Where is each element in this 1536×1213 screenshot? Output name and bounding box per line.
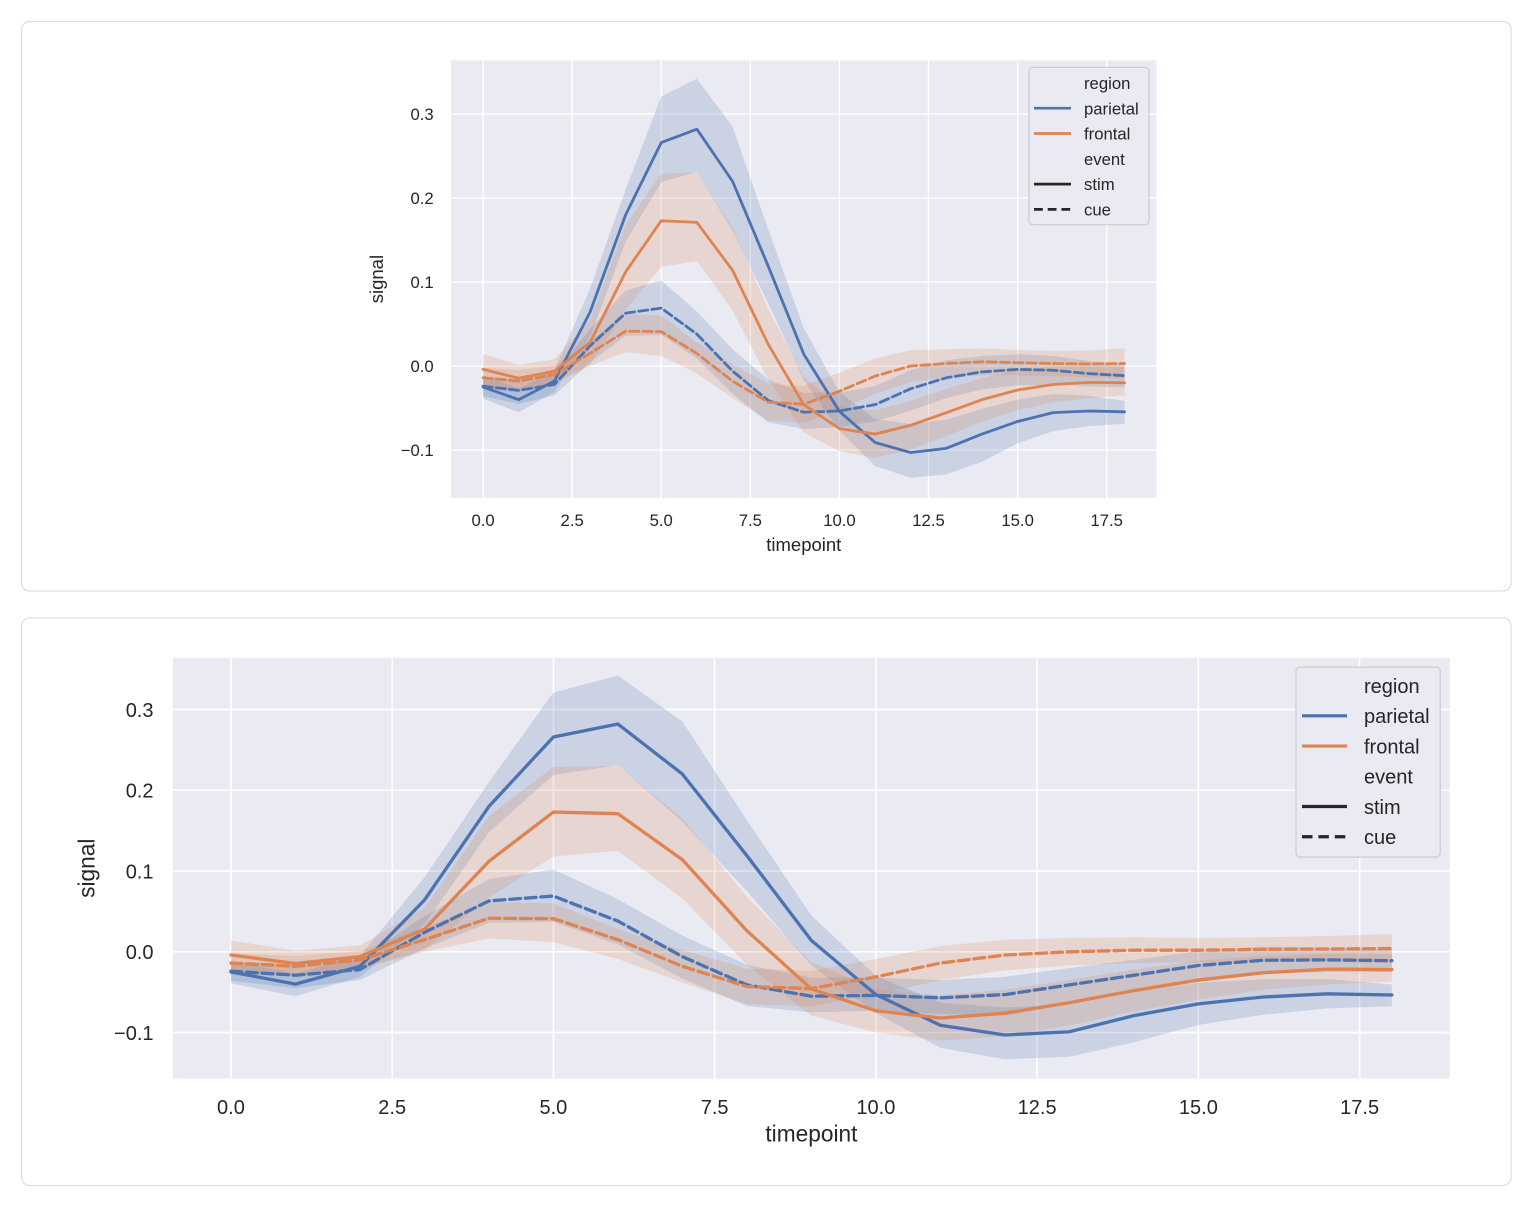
svg-text:0.0: 0.0	[471, 511, 494, 530]
svg-text:cue: cue	[1084, 201, 1111, 220]
svg-text:2.5: 2.5	[561, 511, 584, 530]
svg-text:region: region	[1084, 74, 1130, 93]
svg-text:frontal: frontal	[1084, 125, 1130, 144]
svg-text:frontal: frontal	[1364, 736, 1420, 758]
svg-text:region: region	[1364, 676, 1420, 698]
svg-text:timepoint: timepoint	[766, 534, 841, 555]
svg-text:10.0: 10.0	[856, 1097, 895, 1119]
svg-text:stim: stim	[1364, 797, 1401, 819]
svg-text:15.0: 15.0	[1001, 511, 1033, 530]
svg-text:0.0: 0.0	[217, 1097, 245, 1119]
svg-text:5.0: 5.0	[650, 511, 673, 530]
svg-text:7.5: 7.5	[701, 1097, 729, 1119]
svg-text:5.0: 5.0	[540, 1097, 568, 1119]
svg-text:cue: cue	[1364, 827, 1396, 849]
svg-text:12.5: 12.5	[912, 511, 944, 530]
svg-text:0.3: 0.3	[126, 700, 154, 722]
svg-text:0.3: 0.3	[410, 105, 433, 124]
svg-text:signal: signal	[366, 255, 387, 303]
svg-text:−0.1: −0.1	[114, 1023, 153, 1045]
svg-text:7.5: 7.5	[739, 511, 762, 530]
svg-text:0.2: 0.2	[126, 781, 154, 803]
svg-text:stim: stim	[1084, 175, 1115, 194]
svg-text:parietal: parietal	[1084, 99, 1139, 118]
svg-text:17.5: 17.5	[1090, 511, 1122, 530]
svg-text:0.2: 0.2	[410, 189, 433, 208]
svg-text:timepoint: timepoint	[765, 1121, 858, 1147]
svg-text:0.1: 0.1	[126, 861, 154, 883]
svg-text:12.5: 12.5	[1018, 1097, 1057, 1119]
svg-text:parietal: parietal	[1364, 706, 1430, 728]
svg-text:event: event	[1084, 150, 1125, 169]
svg-text:17.5: 17.5	[1340, 1097, 1379, 1119]
svg-text:signal: signal	[74, 839, 100, 898]
svg-text:event: event	[1364, 767, 1413, 789]
svg-text:10.0: 10.0	[823, 511, 855, 530]
svg-text:−0.1: −0.1	[401, 441, 434, 460]
svg-text:0.0: 0.0	[126, 942, 154, 964]
svg-text:2.5: 2.5	[378, 1097, 406, 1119]
svg-text:0.0: 0.0	[410, 357, 433, 376]
svg-text:0.1: 0.1	[410, 273, 433, 292]
svg-text:15.0: 15.0	[1179, 1097, 1218, 1119]
